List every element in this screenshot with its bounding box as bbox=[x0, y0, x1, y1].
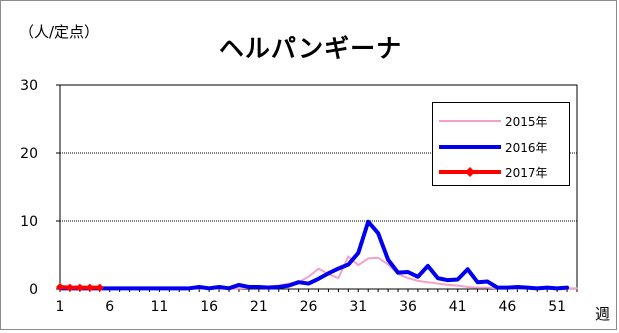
x-tick-label: 36 bbox=[399, 299, 417, 315]
data-point bbox=[56, 282, 64, 291]
data-point bbox=[95, 283, 104, 292]
x-tick-label: 21 bbox=[250, 299, 268, 315]
y-tick-label: 10 bbox=[20, 214, 38, 230]
y-unit-label: （人/定点） bbox=[19, 23, 100, 41]
legend-entry-2015: 2015年 bbox=[433, 111, 571, 131]
legend-swatch-2016 bbox=[439, 145, 501, 149]
legend: 2015年 2016年 2017年 bbox=[432, 102, 570, 186]
x-tick-label: 11 bbox=[151, 299, 169, 315]
chart-title: ヘルパンギーナ bbox=[218, 34, 403, 63]
x-axis-title: 週 bbox=[595, 305, 611, 323]
legend-entry-2016: 2016年 bbox=[433, 137, 571, 157]
legend-entry-2017: 2017年 bbox=[433, 162, 571, 182]
y-tick-label: 0 bbox=[29, 282, 38, 298]
legend-label-2015: 2015年 bbox=[505, 115, 548, 129]
x-tick-label: 41 bbox=[449, 299, 467, 315]
x-tick-label: 6 bbox=[105, 299, 114, 315]
data-point bbox=[85, 283, 94, 292]
data-point bbox=[65, 283, 74, 292]
x-tick-label: 31 bbox=[349, 299, 367, 315]
x-tick-label: 1 bbox=[56, 299, 65, 315]
x-tick-label: 16 bbox=[200, 299, 218, 315]
series-line-1 bbox=[58, 219, 570, 291]
legend-label-2016: 2016年 bbox=[505, 141, 548, 155]
x-tick-label: 26 bbox=[300, 299, 318, 315]
data-point bbox=[75, 283, 84, 292]
legend-swatch-2017 bbox=[439, 167, 501, 177]
x-tick-label: 46 bbox=[498, 299, 516, 315]
legend-label-2017: 2017年 bbox=[505, 166, 548, 180]
y-tick-label: 20 bbox=[20, 146, 38, 162]
x-tick-label: 51 bbox=[548, 299, 566, 315]
legend-swatch-2015 bbox=[439, 120, 501, 122]
y-tick-label: 30 bbox=[20, 78, 38, 94]
